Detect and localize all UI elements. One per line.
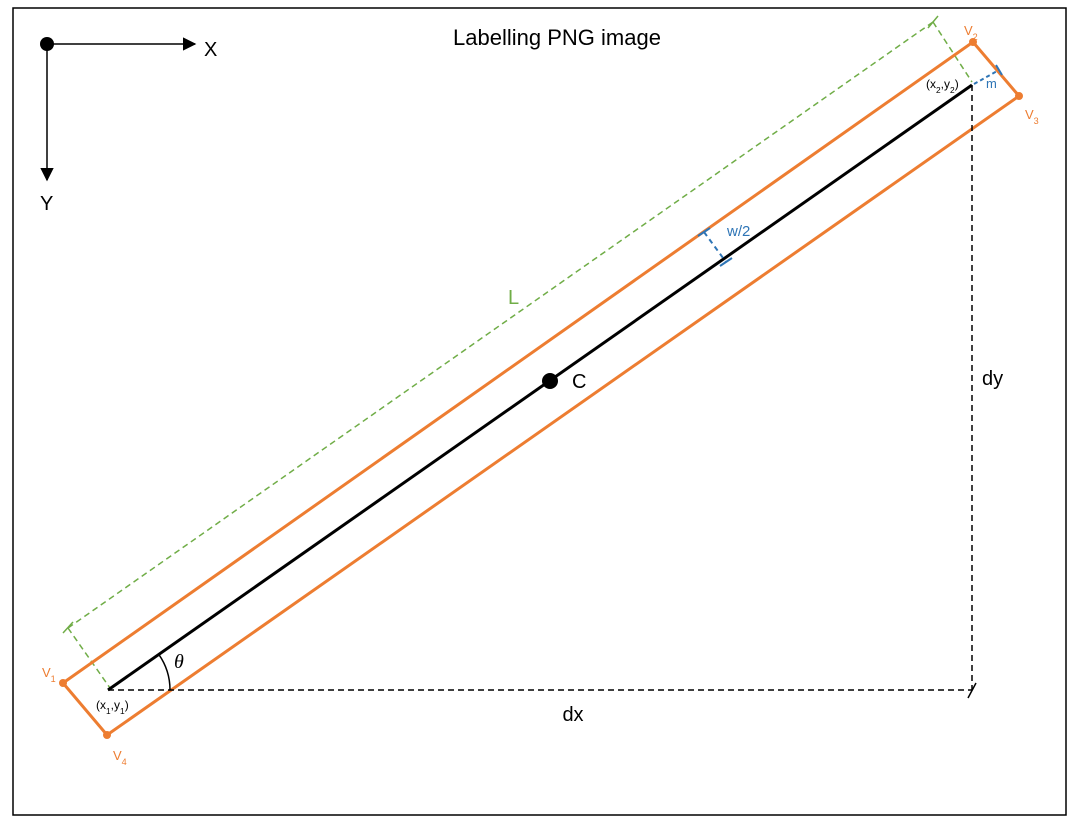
vertex-label: V4 <box>113 748 127 767</box>
length-label: L <box>508 287 519 309</box>
vertex-label: V2 <box>964 23 978 42</box>
angle-arc <box>158 653 171 691</box>
subscript: 4 <box>122 757 127 767</box>
label-part: V <box>113 748 122 763</box>
length-tick <box>927 15 939 29</box>
point-label: (x1,y1) <box>96 698 129 716</box>
margin-tick <box>995 64 1003 76</box>
margin-dimension <box>973 69 1000 85</box>
angle-label: θ <box>174 651 184 673</box>
dy-label: dy <box>982 368 1003 390</box>
dx-tick <box>967 682 977 699</box>
label-part: V <box>964 23 973 38</box>
half-width-tick <box>697 227 711 237</box>
dx-label: dx <box>562 704 583 726</box>
length-tick <box>62 621 74 634</box>
subscript: 1 <box>120 706 125 716</box>
half-width-label: w/2 <box>726 223 750 240</box>
margin-label: m <box>986 76 997 91</box>
x-axis-label: X <box>204 39 217 61</box>
y-axis-label: Y <box>40 193 53 215</box>
center-label: C <box>572 371 586 393</box>
title: Labelling PNG image <box>453 25 661 50</box>
subscript: 2 <box>950 85 955 95</box>
label-part: ,y <box>111 698 120 712</box>
label-part: V <box>42 665 51 680</box>
vertex-label: V3 <box>1025 107 1039 126</box>
vertex-label: V1 <box>42 665 56 684</box>
subscript: 3 <box>1034 116 1039 126</box>
vertex-dots <box>59 38 1023 739</box>
half-width-dimension <box>703 231 727 263</box>
length-dimension <box>67 21 973 689</box>
label-part: V <box>1025 107 1034 122</box>
label-part: ) <box>125 698 129 712</box>
label-part: (x <box>96 698 106 712</box>
projection-lines <box>108 85 973 691</box>
label-part: ) <box>955 77 959 91</box>
segment <box>107 83 973 692</box>
subscript: 2 <box>936 85 941 95</box>
point-label: (x2,y2) <box>926 77 959 95</box>
center-dot <box>542 373 558 389</box>
subscript: 1 <box>51 674 56 684</box>
subscript: 1 <box>106 706 111 716</box>
half-width-tick <box>719 257 733 267</box>
label-part: (x <box>926 77 936 91</box>
subscript: 2 <box>973 32 978 42</box>
label-part: ,y <box>941 77 950 91</box>
